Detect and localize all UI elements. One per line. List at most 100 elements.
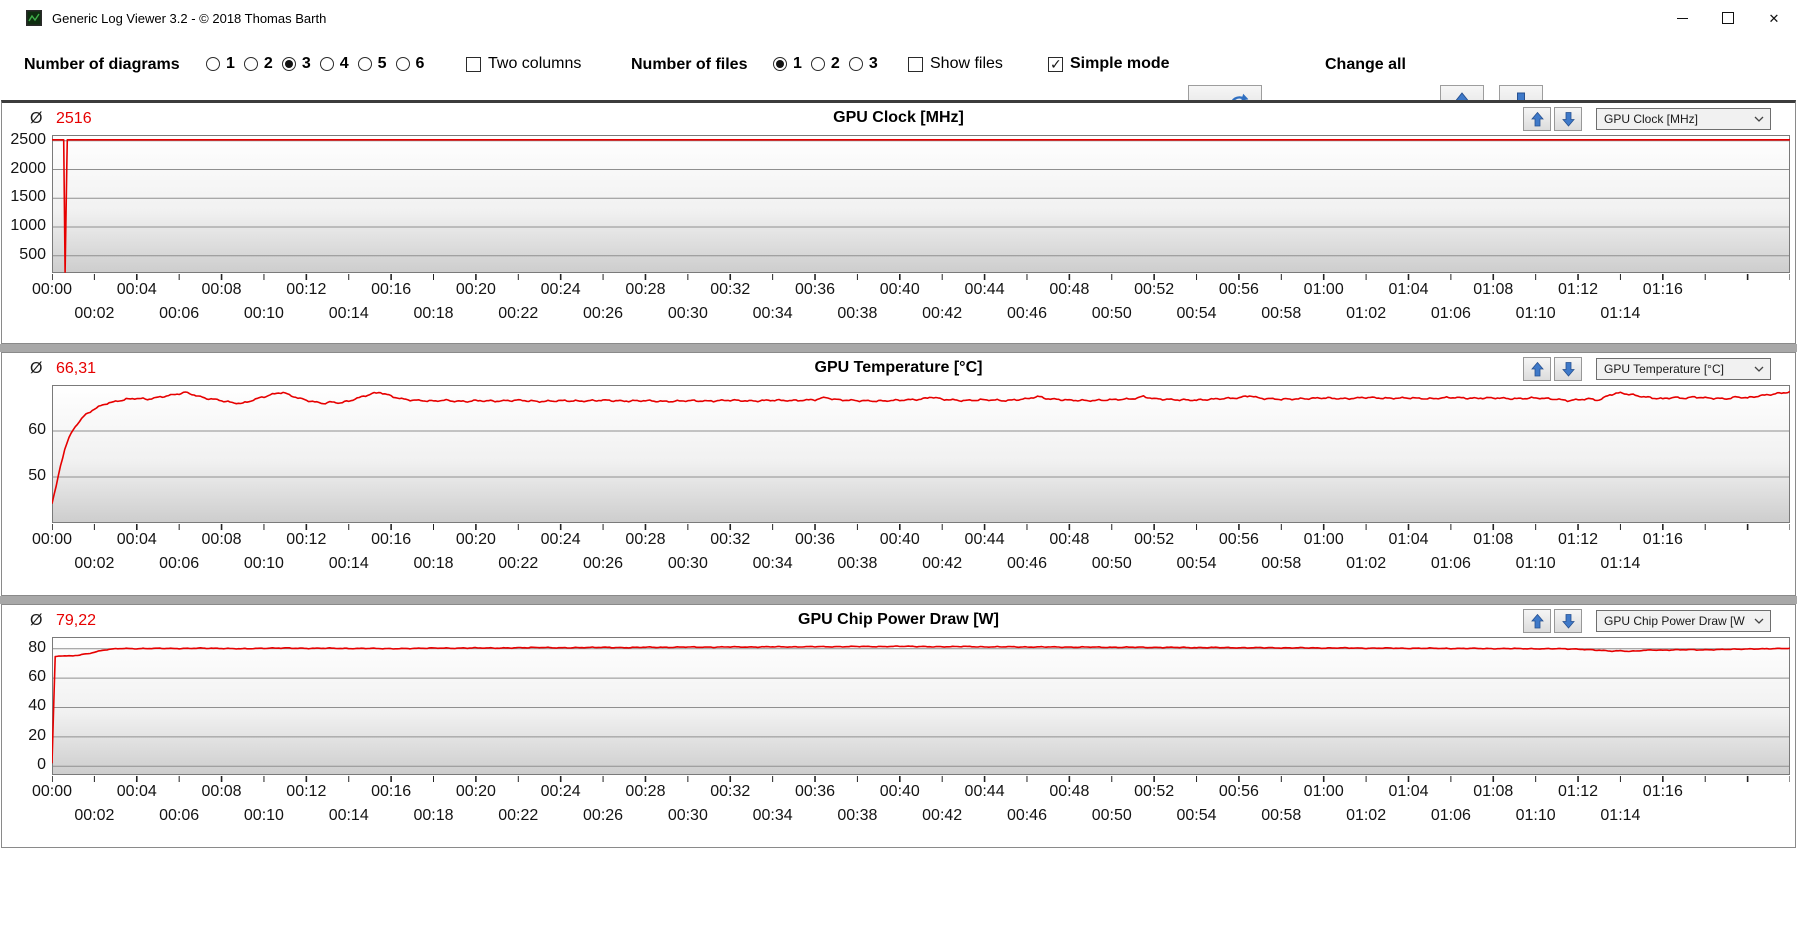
x-tick-label: 01:14 [1600, 555, 1641, 572]
radio-diagrams-1[interactable]: 1 [206, 55, 235, 73]
x-tick-label: 00:00 [31, 281, 73, 298]
x-tick-label: 00:34 [752, 807, 793, 824]
radio-circle[interactable] [357, 57, 372, 71]
simple-mode-checkbox[interactable]: Simple mode [1048, 55, 1170, 73]
chart-title: GPU Temperature [°C] [814, 359, 983, 376]
metric-select[interactable]: GPU Temperature [°C] [1596, 358, 1771, 380]
metric-select[interactable]: GPU Chip Power Draw [W [1596, 610, 1771, 632]
x-tick-label: 01:04 [1388, 281, 1429, 298]
y-tick-label: 2000 [10, 159, 46, 177]
x-tick-label: 00:36 [794, 531, 836, 548]
radio-circle[interactable] [395, 57, 410, 71]
x-tick-label: 00:14 [328, 305, 369, 322]
x-tick-label: 00:46 [1006, 305, 1047, 322]
chevron-down-icon [1754, 116, 1764, 122]
y-tick-label: 60 [28, 421, 46, 438]
x-tick-label: 00:14 [328, 555, 369, 572]
up-arrow-icon [1530, 613, 1544, 628]
move-chart-down-button[interactable] [1554, 609, 1582, 633]
x-tick-label: 00:24 [540, 783, 581, 800]
x-tick-label: 00:04 [116, 281, 157, 298]
radio-diagrams-5[interactable]: 5 [357, 55, 387, 73]
average-value: 79,22 [56, 612, 97, 629]
x-tick-label: 00:02 [74, 555, 115, 572]
x-tick-label: 01:06 [1430, 555, 1471, 572]
radio-label: 3 [301, 55, 311, 72]
y-tick-label: 40 [28, 697, 46, 715]
move-chart-up-button[interactable] [1523, 609, 1551, 633]
radio-circle[interactable] [810, 57, 825, 71]
x-tick-label: 00:06 [159, 807, 200, 824]
x-tick-label: 00:26 [583, 807, 624, 824]
window-title: Generic Log Viewer 3.2 - © 2018 Thomas B… [52, 10, 327, 26]
show-files-label: Show files [930, 55, 1003, 72]
radio-circle[interactable] [773, 57, 787, 71]
x-tick-label: 00:38 [837, 807, 878, 824]
x-tick-label: 00:30 [667, 807, 708, 824]
radio-circle[interactable] [848, 57, 863, 71]
x-tick-label: 01:02 [1346, 555, 1387, 572]
show-files-checkbox[interactable]: Show files [908, 55, 1003, 73]
radio-diagrams-2[interactable]: 2 [243, 55, 273, 73]
chart-title: GPU Chip Power Draw [W] [798, 611, 999, 628]
minimize-button[interactable] [1659, 0, 1705, 36]
window-controls: ✕ [1659, 0, 1797, 36]
x-tick-label: 00:26 [583, 555, 624, 572]
simple-mode-checkbox-box[interactable] [1048, 56, 1063, 73]
move-chart-down-button[interactable] [1554, 107, 1582, 131]
x-tick-label: 00:54 [1176, 305, 1217, 322]
radio-circle[interactable] [206, 57, 220, 71]
x-tick-label: 00:10 [243, 555, 284, 572]
x-tick-label: 01:16 [1642, 783, 1683, 800]
radio-circle[interactable] [281, 57, 296, 71]
average-symbol: Ø [30, 110, 43, 127]
up-arrow-icon [1530, 361, 1544, 376]
minimize-icon [1676, 17, 1688, 19]
radio-circle[interactable] [319, 57, 334, 71]
maximize-button[interactable] [1705, 0, 1751, 36]
x-tick-label: 01:00 [1303, 531, 1344, 548]
average-value: 66,31 [56, 360, 97, 377]
radio-diagrams-4[interactable]: 4 [319, 55, 349, 73]
radio-label: 6 [415, 55, 425, 72]
metric-select-value: GPU Chip Power Draw [W [1604, 614, 1745, 628]
x-tick-label: 00:54 [1176, 555, 1217, 572]
metric-select-value: GPU Clock [MHz] [1604, 112, 1699, 126]
x-tick-label: 00:20 [455, 531, 496, 548]
x-tick-label: 00:46 [1006, 555, 1047, 572]
x-tick-label: 01:12 [1558, 281, 1599, 298]
x-tick-label: 01:06 [1430, 807, 1471, 824]
x-tick-label: 00:10 [243, 807, 284, 824]
x-tick-label: 00:18 [413, 305, 454, 322]
x-tick-label: 00:00 [31, 783, 73, 800]
y-tick-label: 1000 [10, 217, 46, 234]
show-files-checkbox-box[interactable] [908, 56, 923, 72]
radio-label: 5 [377, 55, 387, 72]
move-chart-down-button[interactable] [1554, 357, 1582, 381]
close-button[interactable]: ✕ [1751, 0, 1797, 36]
x-tick-label: 00:40 [879, 281, 920, 298]
move-chart-up-button[interactable] [1523, 107, 1551, 131]
radio-label: 3 [868, 55, 878, 72]
x-tick-label: 01:14 [1600, 305, 1641, 322]
number-of-files-radio-group: 1 2 3 [773, 55, 878, 73]
radio-files-2[interactable]: 2 [810, 55, 840, 73]
x-tick-label: 00:02 [74, 807, 115, 824]
radio-diagrams-6[interactable]: 6 [395, 55, 425, 73]
x-tick-label: 01:14 [1600, 807, 1641, 824]
metric-select[interactable]: GPU Clock [MHz] [1596, 108, 1771, 130]
y-tick-label: 60 [28, 668, 46, 686]
x-tick-label: 00:30 [667, 305, 708, 322]
move-chart-up-button[interactable] [1523, 357, 1551, 381]
radio-circle[interactable] [243, 57, 258, 71]
radio-diagrams-3[interactable]: 3 [281, 55, 311, 73]
radio-files-3[interactable]: 3 [848, 55, 878, 73]
two-columns-checkbox-box[interactable] [466, 56, 481, 72]
y-tick-label: 50 [28, 467, 46, 484]
radio-files-1[interactable]: 1 [773, 55, 802, 73]
x-tick-label: 00:56 [1218, 783, 1259, 800]
x-tick-label: 00:52 [1134, 531, 1175, 548]
two-columns-checkbox[interactable]: Two columns [466, 55, 581, 73]
x-tick-label: 00:48 [1049, 783, 1090, 800]
x-tick-label: 00:28 [625, 783, 666, 800]
